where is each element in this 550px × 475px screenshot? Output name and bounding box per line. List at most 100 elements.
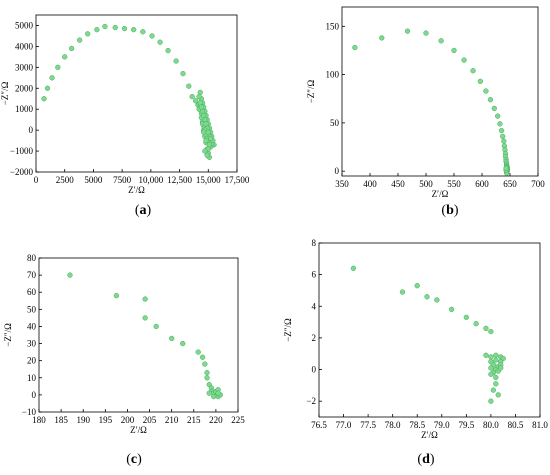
- data-point-d: [414, 283, 420, 289]
- data-point-a: [94, 27, 100, 33]
- x-tick-label: 78.0: [385, 420, 401, 430]
- caption-letter: b: [446, 203, 454, 218]
- y-tick-label: 2: [312, 333, 317, 343]
- data-point-d: [488, 398, 494, 404]
- y-axis-label: −Z″/Ω: [306, 79, 316, 103]
- y-tick-label: 150: [326, 21, 340, 31]
- x-tick-label: 190: [76, 415, 90, 425]
- data-point-b: [461, 57, 467, 63]
- x-tick-label: 17,500: [225, 175, 250, 185]
- x-tick-label: 180: [32, 415, 46, 425]
- y-tick-label: −1000: [10, 146, 34, 156]
- data-point-b: [487, 97, 494, 103]
- x-tick-label: 650: [503, 179, 517, 189]
- caption-letter: d: [422, 452, 430, 467]
- y-tick-label: 4000: [15, 41, 34, 51]
- y-tick-label: 40: [27, 321, 37, 331]
- data-point-a: [201, 112, 207, 119]
- data-point-d: [483, 325, 489, 332]
- x-tick-label: 77.0: [336, 420, 352, 430]
- caption-open: (: [126, 452, 131, 467]
- data-point-d: [399, 289, 406, 295]
- data-point-d: [463, 314, 469, 320]
- data-point-a: [186, 83, 192, 89]
- x-tick-label: 200: [121, 415, 135, 425]
- chart-svg-d: 76.5 77.0 77.5 78.0 78.5 79.0 79.5 80.0 80.5 81.0…: [283, 238, 548, 440]
- plot-frame: [341, 6, 539, 177]
- chart-svg-b: 350 400 450 500 550 600 650 700 0 50 100 150 Z′/Ω −Z″…: [306, 6, 545, 199]
- x-tick-label: 15,000: [196, 175, 221, 185]
- x-tick-label: 0: [34, 175, 39, 185]
- x-tick-label: 12,500: [167, 175, 192, 185]
- data-point-b: [470, 68, 476, 74]
- x-tick-label: 400: [363, 179, 377, 189]
- data-point-c: [113, 292, 120, 299]
- data-point-a: [149, 33, 155, 39]
- caption-open: (: [441, 203, 447, 218]
- x-tick-label: 10,000: [138, 175, 163, 185]
- chart-panel-a: 0 2500 5000 7500 10,000 12,500 15,000 17,500 −20…: [0, 0, 275, 230]
- y-tick-label: 20: [27, 356, 37, 366]
- data-point-d: [488, 371, 494, 377]
- x-axis-label: Z′/Ω: [130, 425, 147, 435]
- data-point-d: [483, 352, 489, 358]
- data-point-a: [196, 93, 202, 100]
- x-tick-label: 185: [54, 415, 68, 425]
- data-point-c: [206, 390, 212, 396]
- data-point-a: [157, 39, 163, 45]
- data-point-d: [424, 294, 430, 300]
- y-tick-label: 0: [312, 365, 317, 375]
- x-tick-label: 78.5: [409, 420, 425, 430]
- data-point-a: [180, 70, 186, 77]
- data-point-a: [41, 96, 47, 102]
- data-point-b: [477, 78, 483, 85]
- data-point-d: [434, 297, 440, 303]
- y-tick-label: 10: [27, 373, 37, 383]
- x-tick-label: 215: [187, 415, 201, 425]
- data-point-d: [495, 392, 501, 398]
- data-point-b: [423, 30, 429, 36]
- data-point-c: [67, 272, 73, 278]
- x-tick-label: 80.0: [483, 420, 499, 430]
- x-axis-label: Z′/Ω: [432, 189, 449, 199]
- data-point-c: [142, 296, 148, 302]
- y-tick-label: 3000: [15, 62, 34, 72]
- plot-frame: [318, 242, 541, 418]
- chart-svg-c: 180 185 190 195 200 205 210 215 220 225 −10 0 10 20 30…: [3, 253, 245, 435]
- x-tick-label: 5000: [84, 175, 103, 185]
- chart-panel-c: 180 185 190 195 200 205 210 215 220 225 −10 0 10 20 30…: [0, 232, 275, 475]
- x-tick-label: 81.0: [532, 420, 548, 430]
- data-point-a: [201, 129, 207, 135]
- data-point-c: [215, 390, 221, 396]
- y-axis-label: −Z″/Ω: [283, 318, 293, 342]
- x-tick-label: 350: [335, 179, 349, 189]
- caption-letter: c: [130, 452, 138, 467]
- y-axis-label: −Z″/Ω: [0, 81, 10, 105]
- data-point-d: [448, 306, 455, 313]
- data-point-a: [130, 27, 137, 33]
- panel-caption-a: (a): [113, 203, 173, 219]
- caption-close: ): [137, 452, 142, 467]
- x-tick-label: 450: [391, 179, 405, 189]
- data-point-d: [498, 365, 504, 371]
- x-tick-label: 550: [447, 179, 461, 189]
- x-tick-label: 195: [99, 415, 113, 425]
- x-tick-label: 220: [209, 415, 223, 425]
- data-point-c: [195, 349, 201, 355]
- data-point-b: [501, 138, 507, 144]
- y-tick-label: 100: [326, 70, 340, 80]
- data-point-d: [490, 387, 496, 393]
- data-point-d: [493, 381, 499, 387]
- data-point-d: [350, 265, 357, 271]
- data-point-a: [76, 37, 83, 43]
- data-point-b: [503, 165, 509, 171]
- data-point-d: [473, 321, 479, 327]
- y-axis-label: −Z″/Ω: [3, 323, 13, 347]
- panel-caption-d: (d): [396, 452, 456, 468]
- plot-frame: [38, 257, 239, 413]
- data-point-b: [451, 47, 457, 54]
- data-point-a: [198, 104, 205, 110]
- data-point-c: [169, 335, 175, 342]
- x-tick-label: 210: [165, 415, 179, 425]
